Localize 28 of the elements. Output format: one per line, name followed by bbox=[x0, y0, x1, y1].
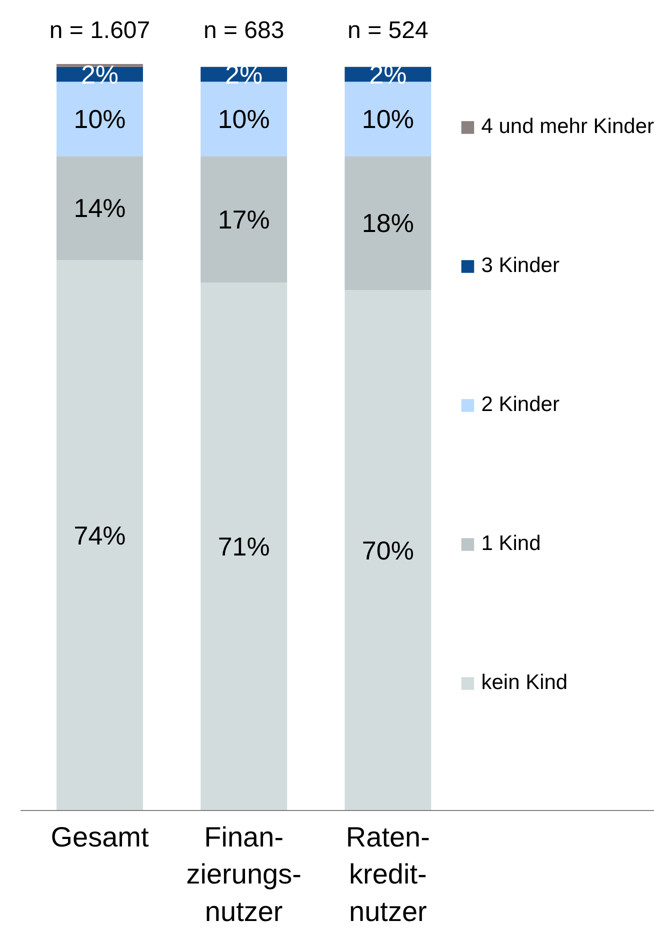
bar bbox=[344, 290, 432, 810]
text: n = 683 bbox=[203, 16, 284, 44]
x-tick-label: Gesamt bbox=[50, 822, 149, 852]
data-label: 10% bbox=[362, 104, 414, 134]
data-label: 70% bbox=[362, 535, 414, 566]
legend-label: 2 Kinder bbox=[481, 393, 560, 417]
data-label: 71% bbox=[218, 532, 270, 562]
x-tick-label: Finan- zierungs- nutzer bbox=[186, 822, 302, 927]
legend-label: kein Kind bbox=[481, 671, 568, 695]
bar bbox=[344, 156, 432, 290]
legend-label: 1 Kind bbox=[481, 532, 541, 556]
legend-label: 3 Kinder bbox=[481, 254, 560, 278]
data-label: 2% bbox=[80, 59, 119, 90]
legend-label: 4 und mehr Kinder bbox=[481, 115, 654, 139]
bar bbox=[200, 156, 288, 283]
x-tick-label: Raten- kredit- nutzer bbox=[346, 822, 430, 927]
data-label: 17% bbox=[218, 204, 270, 234]
text: n = 1.607 bbox=[49, 16, 150, 44]
data-label: 10% bbox=[218, 104, 270, 134]
text: n = 524 bbox=[348, 16, 428, 44]
bar bbox=[200, 282, 288, 810]
bar bbox=[56, 260, 143, 810]
bar bbox=[56, 156, 143, 260]
data-label: 10% bbox=[74, 104, 126, 134]
data-label: 14% bbox=[74, 193, 126, 224]
data-label: 18% bbox=[362, 208, 414, 238]
data-label: 74% bbox=[74, 520, 126, 550]
bar bbox=[56, 64, 143, 67]
